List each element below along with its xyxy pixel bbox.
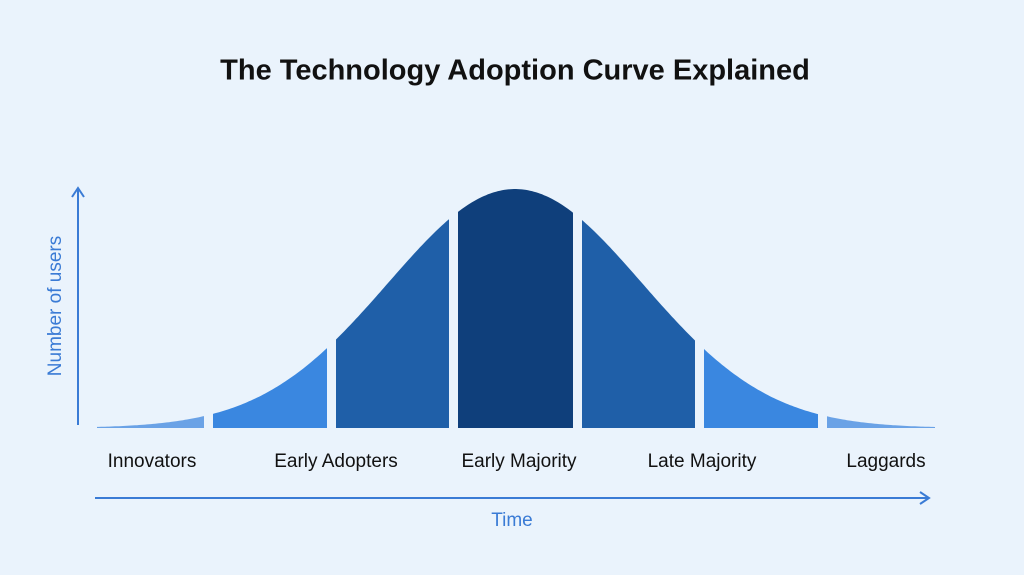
- segment-label: Early Majority: [461, 451, 577, 472]
- curve-segment: [213, 348, 327, 428]
- y-axis-label: Number of users: [45, 236, 66, 376]
- curve-segment: [336, 219, 449, 428]
- curve-segment: [704, 349, 818, 428]
- x-axis-label: Time: [491, 510, 533, 531]
- segment-label: Early Adopters: [274, 451, 398, 472]
- adoption-curve: [97, 189, 935, 428]
- curve-segment: [582, 220, 695, 428]
- x-axis-arrow: [919, 491, 931, 505]
- y-axis-arrow: [71, 186, 85, 198]
- title: The Technology Adoption Curve Explained: [220, 55, 810, 87]
- segment-label: Laggards: [846, 451, 925, 472]
- segment-label: Innovators: [108, 451, 197, 472]
- curve-segment: [97, 416, 204, 428]
- segment-label: Late Majority: [648, 451, 757, 472]
- curve-segment: [827, 416, 935, 428]
- curve-segment: [458, 189, 573, 428]
